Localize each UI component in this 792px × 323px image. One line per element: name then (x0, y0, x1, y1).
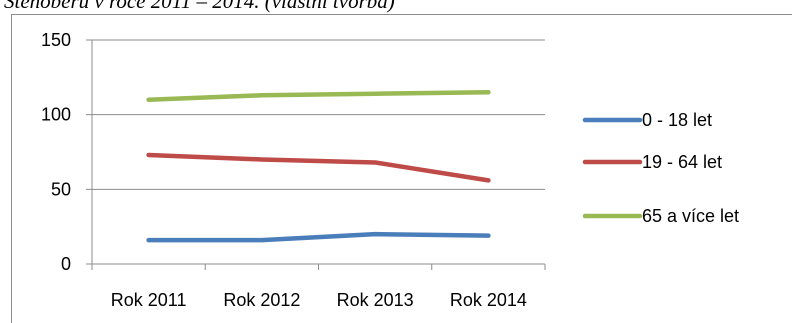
data-point (373, 232, 378, 237)
chart-frame (11, 14, 792, 323)
data-point (486, 233, 491, 238)
data-point (486, 178, 491, 183)
series-line (146, 90, 491, 102)
x-tick-label: Rok 2013 (337, 290, 414, 310)
x-tick-label: Rok 2012 (223, 290, 300, 310)
data-point (146, 97, 151, 102)
chart-caption: Stěhoběrů v roce 2011 – 2014. (vlastní t… (4, 0, 395, 13)
data-point (373, 91, 378, 96)
y-tick-label: 0 (61, 254, 71, 274)
data-point (259, 157, 264, 162)
data-point (146, 152, 151, 157)
data-point (146, 238, 151, 243)
y-tick-label: 50 (51, 179, 71, 199)
y-tick-label: 150 (41, 30, 71, 50)
legend-label: 65 a více let (642, 206, 739, 226)
x-tick-label: Rok 2011 (111, 290, 187, 310)
y-tick-label: 100 (41, 105, 71, 125)
data-point (373, 160, 378, 165)
x-tick-label: Rok 2014 (450, 290, 527, 310)
data-point (259, 238, 264, 243)
legend-label: 0 - 18 let (642, 110, 712, 130)
series-line (146, 152, 491, 183)
series-line (146, 231, 491, 243)
data-point (259, 93, 264, 98)
legend-label: 19 - 64 let (642, 152, 722, 172)
data-point (486, 90, 491, 95)
